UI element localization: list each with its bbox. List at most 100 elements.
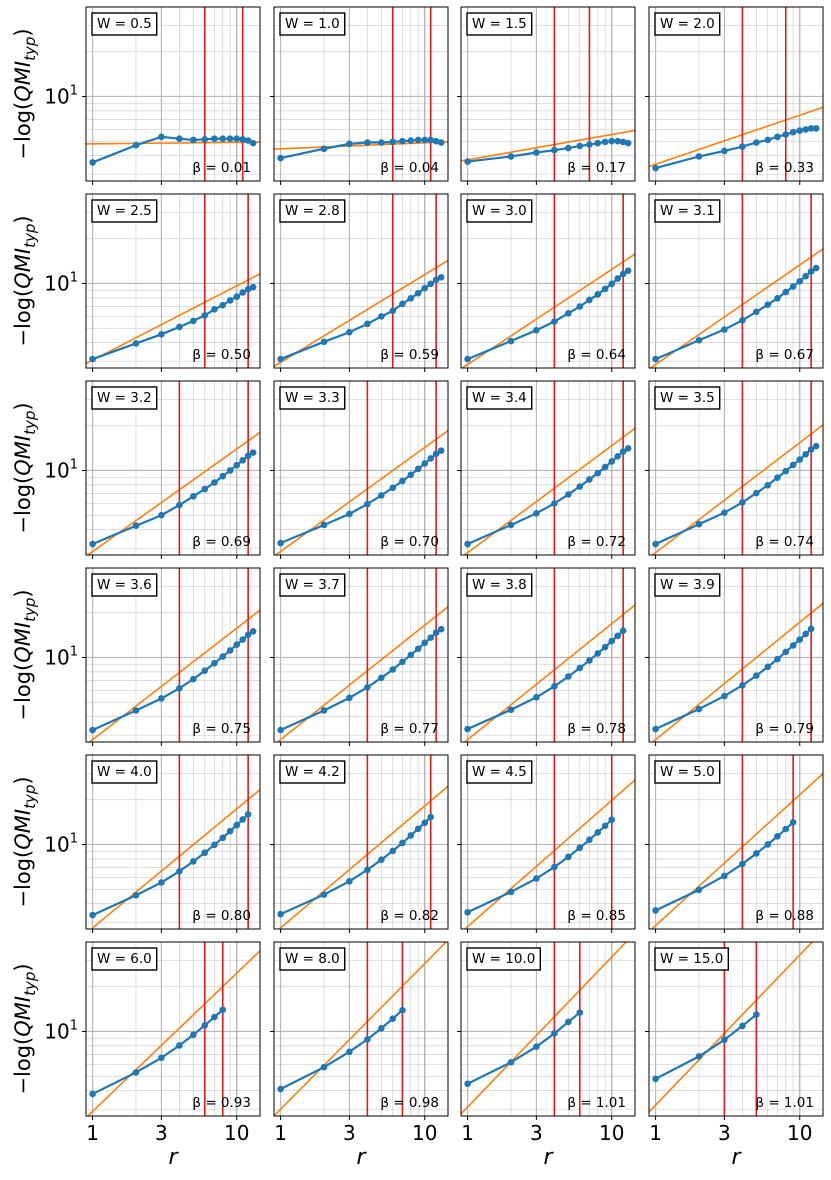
axes-frame — [85, 567, 261, 743]
data-point — [320, 145, 328, 153]
data-point — [346, 140, 353, 148]
x-tick-label: 1 — [86, 1121, 99, 1145]
panel-3: W = 1.5 β = 0.17 — [457, 6, 636, 185]
w-label-text: W = 10.0 — [472, 951, 535, 967]
data-point — [533, 510, 540, 517]
data-point — [652, 540, 659, 548]
data-point — [407, 137, 415, 144]
data-point — [211, 841, 218, 849]
data-point — [132, 1069, 140, 1076]
data-point — [614, 275, 622, 282]
data-point — [551, 146, 558, 154]
data-point — [774, 833, 781, 840]
data-point — [427, 280, 435, 288]
w-label-text: W = 3.8 — [472, 577, 527, 593]
data-point — [432, 137, 440, 145]
data-series-line — [280, 628, 442, 732]
data-point — [753, 672, 760, 679]
fit-line — [649, 106, 823, 168]
fit-line — [89, 789, 260, 929]
data-point — [233, 641, 241, 648]
data-point — [364, 866, 371, 874]
data-point — [739, 1022, 746, 1030]
data-point — [277, 539, 284, 547]
data-series-line — [655, 627, 812, 731]
data-point — [802, 272, 810, 280]
beta-label: β = 0.59 — [380, 347, 439, 363]
data-point — [158, 695, 165, 702]
axes-frame — [273, 380, 449, 556]
data-point — [652, 907, 659, 914]
data-point — [739, 143, 746, 150]
data-point — [753, 1011, 760, 1018]
data-point — [414, 289, 422, 297]
data-point — [601, 822, 609, 830]
data-point — [576, 142, 584, 150]
data-point — [244, 452, 252, 460]
beta-label: β = 0.67 — [755, 347, 814, 363]
data-point — [132, 141, 140, 149]
data-point — [211, 306, 218, 313]
data-point — [695, 1053, 703, 1060]
data-point — [226, 827, 234, 835]
data-point — [608, 816, 616, 823]
data-point — [89, 540, 96, 548]
data-point — [176, 868, 183, 875]
w-label: W = 1.0 — [279, 12, 346, 36]
x-tick-label: 1 — [274, 1121, 287, 1145]
data-point — [277, 910, 284, 918]
beta-label: β = 0.64 — [567, 347, 626, 363]
data-point — [320, 521, 328, 529]
data-point — [219, 834, 227, 842]
data-point — [507, 337, 515, 345]
axes-frame — [273, 193, 449, 369]
axes-frame — [460, 941, 636, 1117]
beta-label: β = 1.01 — [567, 1095, 626, 1111]
data-point — [233, 293, 241, 300]
w-label: W = 3.2 — [91, 386, 158, 410]
beta-label: β = 0.93 — [192, 1095, 251, 1111]
data-point — [346, 328, 353, 336]
w-label: W = 8.0 — [279, 947, 346, 971]
data-point — [774, 655, 781, 663]
w-label-box — [279, 947, 346, 971]
data-point — [802, 126, 810, 133]
data-point — [407, 294, 415, 302]
panel-16: W = 3.9 β = 0.79 — [645, 567, 824, 746]
fit-line — [461, 942, 628, 1115]
panel-23: W = 10.0 β = 1.01 1 3 10 r — [457, 941, 636, 1170]
data-point — [624, 267, 632, 274]
w-label-box — [279, 386, 346, 410]
axes-frame — [648, 380, 824, 556]
data-point — [807, 125, 815, 132]
panel-13: W = 3.6 β = 0.75 101−log(QMItyp) — [11, 567, 261, 746]
data-series-line — [92, 451, 254, 546]
data-point — [624, 445, 632, 452]
data-point — [176, 135, 183, 142]
w-label: W = 3.0 — [466, 199, 533, 223]
beta-label: β = 0.33 — [755, 160, 814, 176]
data-point — [796, 277, 804, 285]
data-point — [132, 707, 140, 714]
panel-14: W = 3.7 β = 0.77 — [270, 567, 449, 746]
data-point — [774, 133, 781, 141]
w-label: W = 5.0 — [654, 760, 721, 784]
y-axis-label: −log(QMItyp) — [11, 215, 39, 346]
w-label-box — [279, 199, 346, 223]
data-point — [812, 442, 820, 450]
data-point — [226, 467, 234, 474]
data-point — [789, 819, 797, 826]
data-series-line — [467, 629, 624, 731]
data-point — [782, 288, 790, 296]
data-point — [614, 632, 622, 640]
beta-label: β = 0.77 — [380, 721, 439, 737]
data-point — [239, 289, 247, 296]
data-point — [695, 336, 703, 344]
data-point — [812, 125, 820, 132]
w-label-box — [466, 12, 533, 36]
data-point — [576, 844, 584, 852]
data-point — [807, 268, 815, 275]
data-point — [695, 886, 703, 894]
y-tick-label: 101 — [44, 831, 78, 856]
fit-line — [463, 427, 635, 555]
